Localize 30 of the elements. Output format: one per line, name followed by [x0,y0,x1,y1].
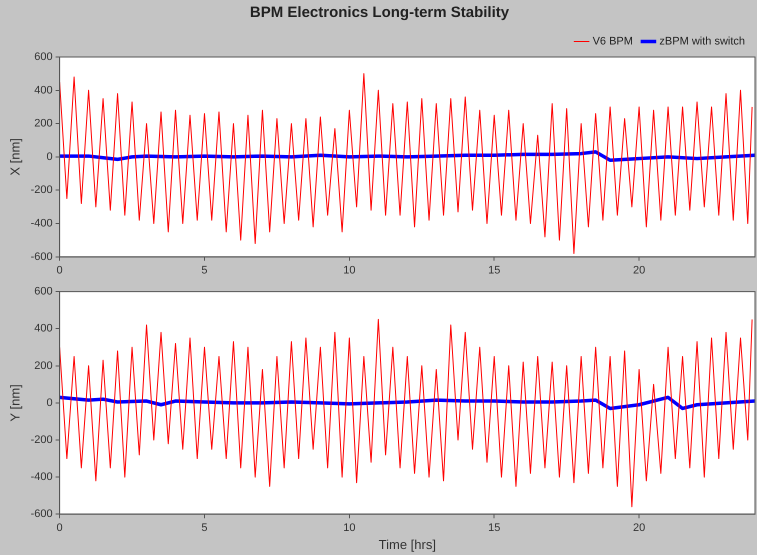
y-tick-label: -400 [30,218,53,230]
legend-label: zBPM with switch [659,36,746,48]
y-tick-label: -400 [30,471,53,484]
x-tick-label: 20 [632,264,646,276]
y-tick-label: 400 [34,322,53,335]
y-tick-label: 400 [34,84,53,96]
y-tick-label: 600 [34,51,53,64]
y-axis-title: Y [nm] [7,384,22,422]
y-tick-label: 200 [34,360,53,372]
y-tick-label: -600 [30,508,53,520]
x-tick-label: 5 [201,264,208,276]
x-tick-label: 0 [56,264,63,276]
y-axis-title: X [nm] [7,138,22,176]
x-tick-label: 5 [201,522,208,534]
y-tick-label: -600 [30,250,53,263]
x-tick-label: 0 [56,522,63,534]
x-tick-label: 15 [488,264,500,276]
y-tick-label: -200 [30,184,53,196]
y-tick-label: -200 [30,434,53,446]
x-tick-label: 15 [488,522,500,534]
y-tick-label: 600 [34,286,53,298]
y-tick-label: 0 [46,150,53,163]
chart-title: BPM Electronics Long-term Stability [250,4,510,22]
x-tick-label: 10 [343,522,356,534]
x-axis-title: Time [hrs] [378,536,436,552]
y-tick-label: 0 [46,396,53,409]
y-tick-label: 200 [34,118,53,130]
legend-label: V6 BPM [592,36,633,48]
x-tick-label: 20 [632,522,646,534]
x-tick-label: 10 [343,264,356,276]
